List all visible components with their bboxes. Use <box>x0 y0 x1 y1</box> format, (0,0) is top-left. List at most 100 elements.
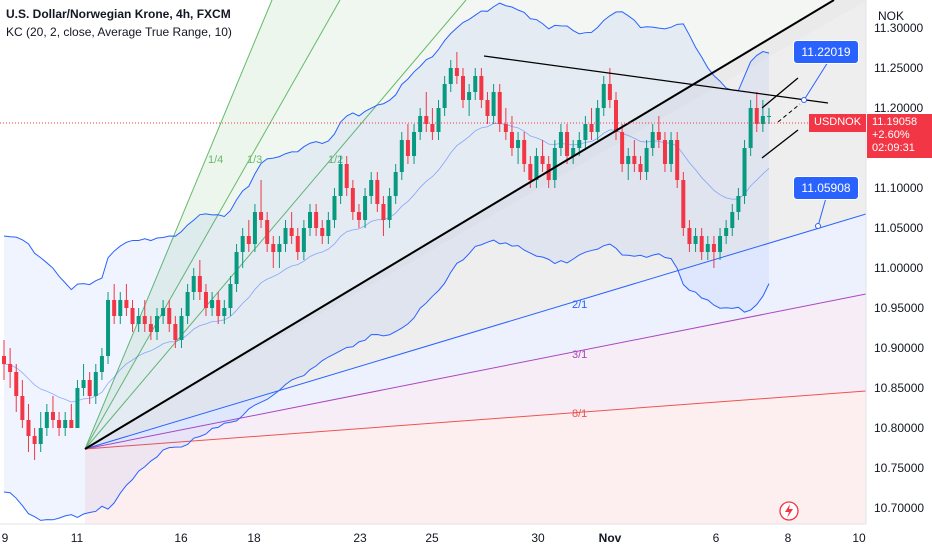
candle <box>565 124 570 164</box>
candle <box>234 244 239 292</box>
time-tick-label: 30 <box>531 531 545 545</box>
candle <box>87 372 92 404</box>
candle <box>497 84 502 132</box>
last-price-change: +2.60% <box>872 129 910 141</box>
callout-pointer-upper <box>803 61 829 101</box>
time-tick-label: Nov <box>599 531 622 545</box>
indicator-label[interactable]: KC (20, 2, close, Average True Range, 10… <box>6 25 232 39</box>
candle <box>730 204 735 236</box>
fan-label-8-1: 8/1 <box>572 408 587 420</box>
candle <box>485 92 490 124</box>
keltner-channel <box>3 2 770 521</box>
candle <box>277 236 282 268</box>
candle <box>112 284 117 324</box>
candle <box>228 276 233 316</box>
candle <box>669 132 674 172</box>
earnings-marker[interactable] <box>779 501 799 521</box>
candle <box>718 228 723 260</box>
candle <box>614 92 618 140</box>
candle <box>516 132 521 164</box>
price-tick-label: 11.00000 <box>874 261 923 275</box>
price-tick-label: 11.10000 <box>874 181 923 195</box>
candle <box>289 212 294 244</box>
candle <box>430 108 435 140</box>
fan-line-8-1 <box>84 390 866 450</box>
time-axis[interactable]: 9 11 16 18 23 25 30 Nov 6 8 10 <box>0 523 932 550</box>
candle <box>185 284 190 324</box>
time-tick-label: 9 <box>2 531 9 545</box>
price-axis[interactable]: 11.3000011.2500011.2000011.1500011.10000… <box>865 0 932 550</box>
candle <box>503 108 508 140</box>
candle <box>681 172 686 236</box>
fan-label-3-1: 3/1 <box>572 349 587 361</box>
time-tick-label: 11 <box>71 531 84 545</box>
price-tick-label: 11.20000 <box>874 101 923 115</box>
candle <box>601 76 606 116</box>
candle <box>356 204 361 228</box>
candle <box>265 212 270 252</box>
candle <box>14 364 19 412</box>
candle <box>252 204 257 252</box>
time-tick-label: 16 <box>174 531 188 545</box>
channel-lower-line[interactable] <box>761 129 799 159</box>
candle <box>173 316 178 348</box>
candle <box>767 108 771 124</box>
callout-anchor-upper <box>801 97 807 103</box>
candle <box>644 140 649 180</box>
candle <box>118 292 123 324</box>
candle <box>540 140 545 172</box>
candles <box>2 52 771 460</box>
black-trendline[interactable] <box>84 0 835 450</box>
time-tick-label: 6 <box>713 531 720 545</box>
candle <box>711 236 716 268</box>
kc-lower-band <box>3 239 770 521</box>
candle <box>509 116 514 156</box>
kc-basis <box>3 123 770 403</box>
candle <box>136 308 141 332</box>
callout-upper-price[interactable]: 11.22019 <box>793 40 859 64</box>
candle <box>197 260 202 300</box>
resistance-line[interactable] <box>483 55 829 104</box>
candle <box>344 156 349 196</box>
candle <box>412 124 417 164</box>
candle <box>246 220 251 252</box>
candle <box>418 108 423 140</box>
candle <box>81 364 86 396</box>
symbol-text: USDNOK <box>814 116 862 128</box>
candle <box>522 132 527 172</box>
candle <box>320 220 325 244</box>
candle <box>736 188 741 220</box>
channel-upper-line[interactable] <box>761 77 799 109</box>
candle <box>656 116 661 148</box>
time-tick-label: 18 <box>247 531 261 545</box>
candle <box>467 84 472 116</box>
candle <box>632 140 637 172</box>
candle <box>534 148 539 188</box>
candle <box>754 92 759 132</box>
fan-label-1-4: 1/4 <box>208 154 223 166</box>
candle <box>50 396 55 428</box>
candle <box>69 404 74 428</box>
candle <box>558 124 563 156</box>
candle <box>295 228 300 260</box>
currency-label: NOK <box>878 9 905 23</box>
candle <box>210 292 215 316</box>
callout-lower-price[interactable]: 11.05908 <box>793 176 859 200</box>
last-price-tag[interactable]: 11.19058 +2.60% 02:09:31 <box>867 114 932 158</box>
candle <box>363 188 368 228</box>
candle <box>216 292 221 324</box>
symbol-tag[interactable]: USDNOK <box>809 114 866 132</box>
candle <box>259 180 264 228</box>
candle <box>350 180 355 220</box>
kc-upper-band <box>3 2 770 291</box>
fan-label-1-2: 1/2 <box>328 154 343 166</box>
candle <box>699 228 704 260</box>
candle <box>130 300 135 332</box>
candle <box>626 148 631 180</box>
fan-zone-1-1 <box>85 0 866 449</box>
candle <box>8 348 13 388</box>
candle <box>155 308 159 340</box>
candle <box>57 412 62 436</box>
candle <box>240 228 245 268</box>
